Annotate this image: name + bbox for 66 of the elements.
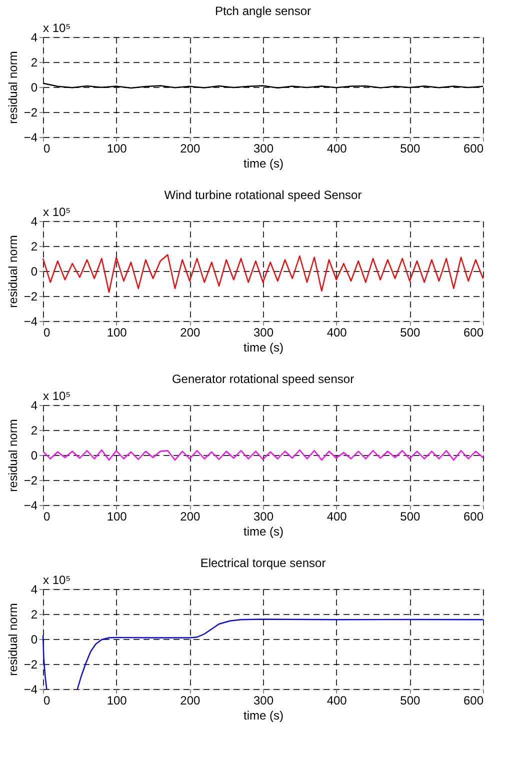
x-tick-label: 100 <box>106 142 128 156</box>
x-tick-label: 200 <box>180 510 200 524</box>
y-tick-label: 4 <box>30 398 38 412</box>
x-tick-label: 100 <box>106 326 128 340</box>
x-axis-title: time (s) <box>244 156 284 170</box>
y-tick-label: 0 <box>30 632 38 646</box>
x-tick-label: 300 <box>253 694 274 708</box>
text: x 10⁵ <box>43 205 71 219</box>
x-tick-label: 500 <box>400 326 420 340</box>
x-tick-label: 400 <box>326 142 348 156</box>
x-tick-label: 0 <box>44 694 50 708</box>
line-series <box>42 254 484 293</box>
x-axis-title: time (s) <box>244 340 284 354</box>
y-tick-label: −2 <box>24 106 38 120</box>
y-tick-label: −2 <box>24 290 38 304</box>
y-tick-label: −4 <box>24 682 38 696</box>
y-tick-label: 4 <box>30 582 38 596</box>
x-tick-label: 500 <box>400 510 420 524</box>
text: x 10⁵ <box>43 389 71 403</box>
x-tick-label: 600 <box>463 510 484 524</box>
y-tick-label: 0 <box>30 264 38 278</box>
x-tick-label: 200 <box>180 326 200 340</box>
x-tick-label: 0 <box>44 510 50 524</box>
y-tick-label: 2 <box>30 424 38 438</box>
x-tick-label: 400 <box>326 326 348 340</box>
y-axis-title: residual norm <box>6 235 20 308</box>
x-tick-label: 600 <box>463 326 484 340</box>
x-tick-label: 0 <box>44 326 50 340</box>
text: x 10⁵ <box>43 573 71 587</box>
y-tick-label: −2 <box>24 474 38 488</box>
x-tick-label: 200 <box>180 142 200 156</box>
x-tick-label: 300 <box>253 142 274 156</box>
y-tick-label: 2 <box>30 608 38 622</box>
y-axis-title: residual norm <box>6 51 20 124</box>
x-axis-title: time (s) <box>244 524 284 538</box>
y-tick-label: 0 <box>30 448 38 462</box>
y-tick-label: −4 <box>24 314 38 328</box>
y-tick-label: 0 <box>30 80 38 94</box>
line-series <box>42 449 484 461</box>
y-tick-label: 2 <box>30 56 38 70</box>
chart-title: Generator rotational speed sensor <box>172 372 354 386</box>
chart-title: Ptch angle sensor <box>214 4 312 18</box>
x-tick-label: 500 <box>400 694 420 708</box>
x-tick-label: 100 <box>106 510 128 524</box>
chart-title: Wind turbine rotational speed Sensor <box>164 188 362 202</box>
y-tick-label: −4 <box>24 498 38 512</box>
x-axis-title: time (s) <box>244 708 284 722</box>
y-tick-label: 2 <box>30 240 38 254</box>
x-tick-label: 500 <box>400 142 420 156</box>
x-tick-label: 0 <box>44 142 50 156</box>
x-tick-label: 600 <box>463 694 484 708</box>
text: x 10⁵ <box>43 21 71 35</box>
chart-title: Electrical torque sensor <box>200 556 326 570</box>
y-tick-label: 4 <box>30 214 38 228</box>
x-tick-label: 300 <box>253 510 274 524</box>
x-tick-label: 200 <box>180 694 200 708</box>
x-tick-label: 100 <box>106 694 128 708</box>
y-axis-title: residual norm <box>6 419 20 492</box>
x-tick-label: 600 <box>463 142 484 156</box>
y-axis-title: residual norm <box>6 603 20 676</box>
y-tick-label: −4 <box>24 130 38 144</box>
y-tick-label: −2 <box>24 658 38 672</box>
y-tick-label: 4 <box>30 30 38 44</box>
x-tick-label: 300 <box>253 326 274 340</box>
x-tick-label: 400 <box>326 510 348 524</box>
x-tick-label: 400 <box>326 694 348 708</box>
